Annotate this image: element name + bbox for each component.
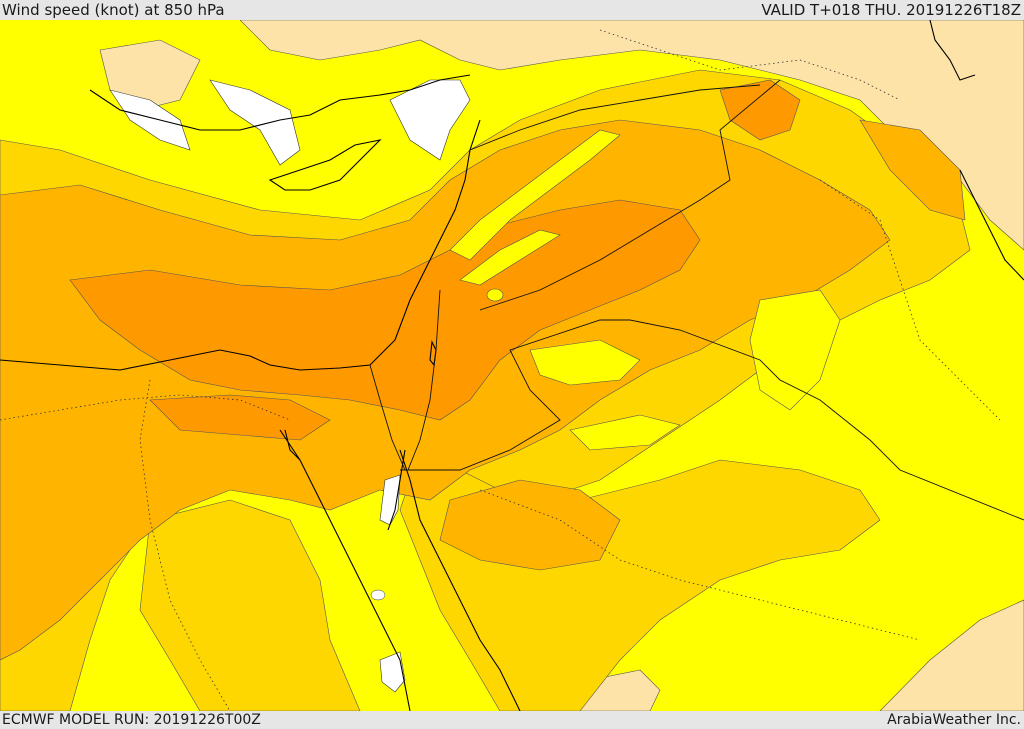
coastline-gulf-of-suez xyxy=(284,429,301,461)
band-light-patch-east xyxy=(749,289,841,411)
border-saudi-jordan-iraq xyxy=(400,319,1024,521)
band-orange-core xyxy=(69,199,701,421)
band-light-streak-levant-2 xyxy=(459,229,561,286)
border-egypt-israel xyxy=(369,364,406,471)
border-iraq-syria xyxy=(479,79,781,311)
credit-label: ArabiaWeather Inc. xyxy=(887,712,1021,728)
coastline-red-sea-east xyxy=(399,449,521,711)
coastline-cyprus xyxy=(268,139,382,191)
footer-bar: ECMWF MODEL RUN: 20191226T00Z ArabiaWeat… xyxy=(0,711,1024,729)
coastline-mediterranean-south xyxy=(0,119,481,371)
border-dotted-egypt-north xyxy=(0,394,291,421)
header-bar: Wind speed (knot) at 850 hPa VALID T+018… xyxy=(0,0,1024,20)
terrain-mask-sinai xyxy=(379,474,401,526)
band-light-spot xyxy=(486,288,504,302)
border-dotted-egypt xyxy=(139,379,231,711)
border-dotted-saudi xyxy=(479,489,921,641)
coastline-red-sea-west xyxy=(279,429,411,711)
band-pale-sand-north xyxy=(239,20,1024,251)
border-turkey-syria xyxy=(469,84,761,151)
coastline-persian-gulf xyxy=(959,169,1024,281)
terrain-mask-turkey xyxy=(209,79,301,166)
band-orange-core-south xyxy=(149,394,331,441)
band-pale-sand-southeast xyxy=(879,599,1024,711)
border-dotted-turkey xyxy=(599,29,901,101)
border-jordan-israel xyxy=(407,289,441,471)
band-light-patch-center xyxy=(569,414,681,451)
valid-time-label: VALID T+018 THU. 20191226T18Z xyxy=(761,1,1021,19)
band-light-streak-levant xyxy=(449,129,621,261)
border-dotted-saudi-2 xyxy=(819,179,1001,421)
band-orange-gold-south xyxy=(439,479,621,571)
coastline-caspian xyxy=(929,20,976,81)
band-orange-core-east xyxy=(719,79,801,141)
terrain-mask-taurus xyxy=(389,79,471,161)
band-orange-gold-east xyxy=(859,119,966,221)
band-light-patch-jordan xyxy=(529,339,641,386)
band-yellow-gold-southwest xyxy=(139,499,361,711)
wind-map-svg xyxy=(0,20,1024,711)
coastline-turkey-south xyxy=(89,74,471,131)
terrain-mask-anatolia-west xyxy=(109,89,191,151)
model-run-label: ECMWF MODEL RUN: 20191226T00Z xyxy=(2,712,261,728)
wind-speed-map[interactable] xyxy=(0,20,1024,711)
map-title: Wind speed (knot) at 850 hPa xyxy=(2,1,225,19)
terrain-mask-small xyxy=(370,589,386,601)
